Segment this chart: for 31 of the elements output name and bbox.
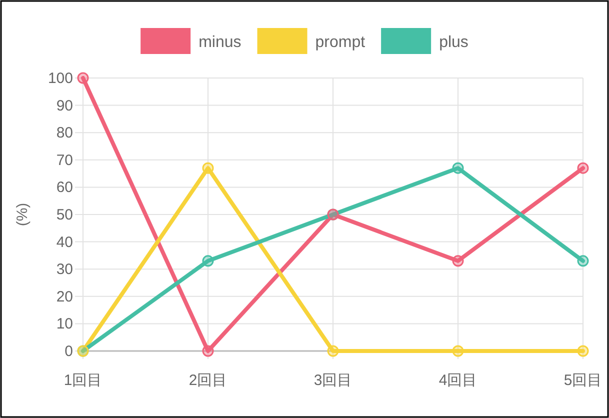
y-tick-label: 90 [56,97,73,114]
point [577,255,589,267]
point [202,255,214,267]
y-tick-label: 50 [56,206,73,224]
y-tick-label: 40 [56,234,73,251]
legend-label: minus [198,34,242,51]
point [452,162,464,174]
y-axis-title: (%) [14,202,31,226]
y-tick-label: 70 [56,152,73,169]
point [327,345,339,357]
point [577,345,589,357]
legend-label: prompt [315,34,366,51]
point [577,162,589,174]
point [77,72,89,84]
y-tick-label: 0 [64,343,73,360]
x-tick-label: 1回目 [64,372,102,389]
y-tick-label: 100 [48,70,73,87]
x-tick-label: 2回目 [188,372,228,389]
point [452,345,464,357]
x-tick-label: 5回目 [564,372,602,389]
y-tick-label: 10 [56,316,73,333]
x-tick-label: 4回目 [438,372,478,389]
x-tick-label: 3回目 [314,372,352,389]
point [452,255,464,267]
y-tick-label: 60 [56,179,73,196]
y-tick-label: 30 [56,261,73,278]
point [202,162,214,174]
legend-label: plus [439,34,468,51]
point [202,345,214,357]
y-tick-label: 80 [56,124,73,142]
y-tick-label: 20 [56,288,73,306]
